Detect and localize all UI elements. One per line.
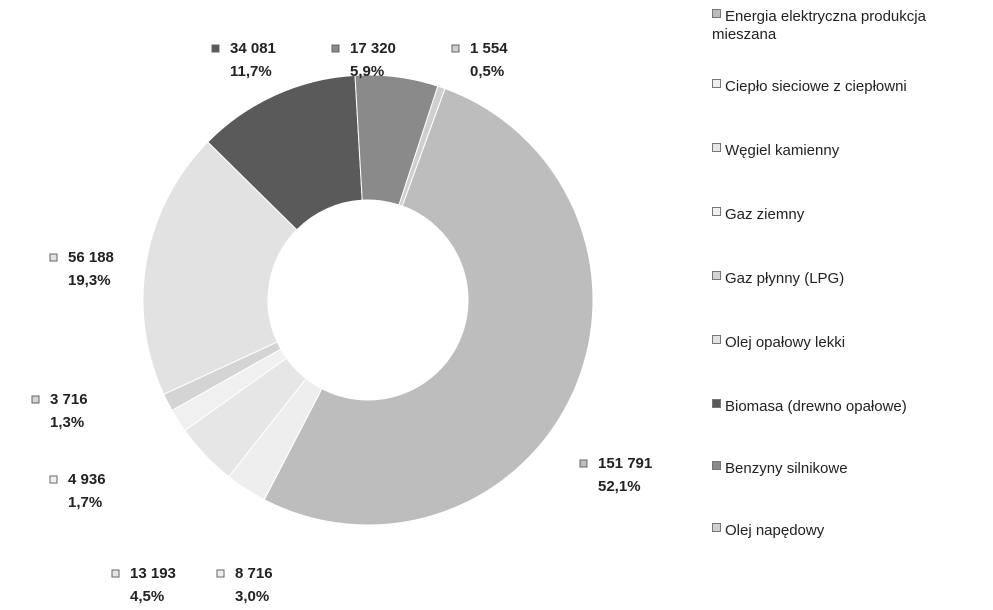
label-marker xyxy=(49,475,58,484)
legend-label: Energia elektryczna produkcja mieszana xyxy=(712,8,926,43)
value-label: 4 936 xyxy=(68,471,106,488)
value-label: 1 554 xyxy=(470,40,508,57)
legend-swatch xyxy=(712,9,721,18)
legend-item: Energia elektryczna produkcja mieszana xyxy=(712,8,987,44)
percent-label: 1,7% xyxy=(68,494,102,511)
percent-label: 52,1% xyxy=(598,478,641,495)
value-label: 3 716 xyxy=(50,391,88,408)
legend-item: Ciepło sieciowe z ciepłowni xyxy=(712,78,987,96)
percent-label: 0,5% xyxy=(470,63,504,80)
value-label: 151 791 xyxy=(598,455,652,472)
legend-swatch xyxy=(712,79,721,88)
legend-label: Biomasa (drewno opałowe) xyxy=(725,398,907,415)
legend-item: Gaz ziemny xyxy=(712,206,987,224)
legend-item: Gaz płynny (LPG) xyxy=(712,270,987,288)
legend-item: Olej opałowy lekki xyxy=(712,334,987,352)
slice xyxy=(398,85,446,207)
percent-label: 3,0% xyxy=(235,588,269,605)
value-label: 34 081 xyxy=(230,40,276,57)
percent-label: 19,3% xyxy=(68,272,111,289)
label-marker xyxy=(111,569,120,578)
legend-label: Benzyny silnikowe xyxy=(725,460,848,477)
percent-label: 4,5% xyxy=(130,588,164,605)
legend-label: Olej opałowy lekki xyxy=(725,334,846,351)
label-marker xyxy=(49,253,58,262)
legend-label: Olej napędowy xyxy=(725,522,825,539)
legend-label: Gaz ziemny xyxy=(725,206,805,223)
legend-swatch xyxy=(712,523,721,532)
legend-swatch xyxy=(712,335,721,344)
percent-label: 11,7% xyxy=(230,63,272,80)
value-label: 56 188 xyxy=(68,249,114,266)
label-marker xyxy=(331,44,340,53)
legend-item: Benzyny silnikowe xyxy=(712,460,987,478)
label-marker xyxy=(211,44,220,53)
label-marker xyxy=(216,569,225,578)
legend-swatch xyxy=(712,399,721,408)
legend-label: Ciepło sieciowe z ciepłowni xyxy=(725,78,907,95)
percent-label: 1,3% xyxy=(50,414,84,431)
legend-swatch xyxy=(712,271,721,280)
label-marker xyxy=(31,395,40,404)
label-marker xyxy=(451,44,460,53)
slice xyxy=(263,87,594,526)
percent-label: 5,9% xyxy=(350,63,384,80)
legend-swatch xyxy=(712,143,721,152)
legend-item: Biomasa (drewno opałowe) xyxy=(712,398,987,416)
value-label: 13 193 xyxy=(130,565,176,582)
label-marker xyxy=(579,459,588,468)
legend-label: Gaz płynny (LPG) xyxy=(725,270,845,287)
slice xyxy=(207,74,363,231)
legend-item: Węgiel kamienny xyxy=(712,142,987,160)
value-label: 8 716 xyxy=(235,565,273,582)
legend-label: Węgiel kamienny xyxy=(725,142,840,159)
slice xyxy=(142,141,298,396)
legend-swatch xyxy=(712,207,721,216)
value-label: 17 320 xyxy=(350,40,396,57)
legend-item: Olej napędowy xyxy=(712,522,987,540)
legend-swatch xyxy=(712,461,721,470)
